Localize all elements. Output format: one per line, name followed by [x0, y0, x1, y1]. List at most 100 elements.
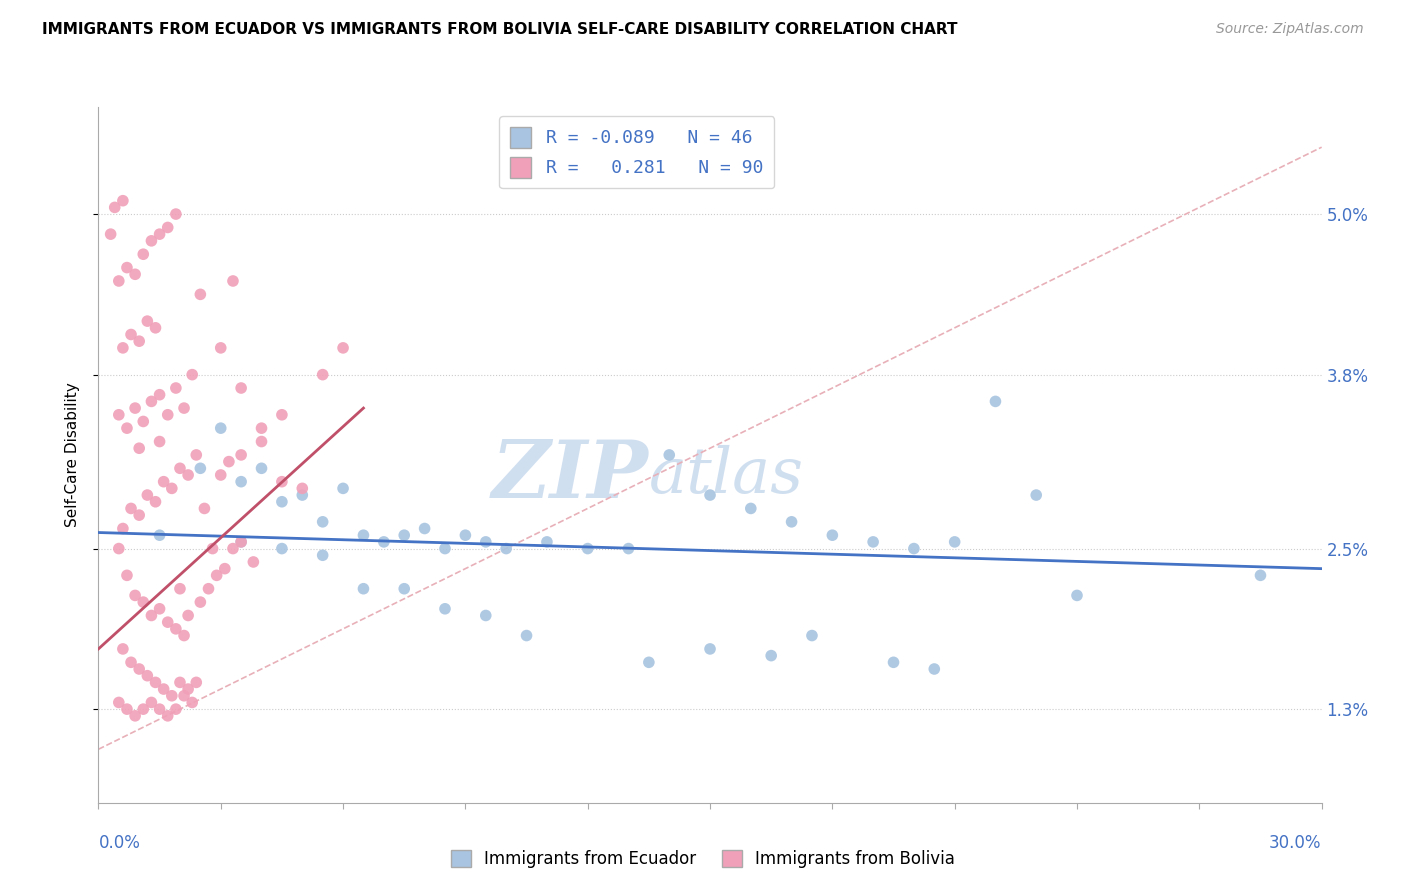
Point — [115, 421, 138, 435]
Point — [312, 368, 335, 382]
Point — [658, 448, 681, 462]
Point — [209, 421, 232, 435]
Point — [197, 582, 219, 596]
Point — [270, 408, 294, 422]
Point — [291, 482, 314, 496]
Point — [124, 401, 146, 416]
Point — [392, 528, 416, 542]
Legend: Immigrants from Ecuador, Immigrants from Bolivia: Immigrants from Ecuador, Immigrants from… — [444, 843, 962, 875]
Point — [100, 227, 122, 242]
Point — [149, 602, 172, 616]
Point — [193, 501, 215, 516]
Point — [169, 675, 191, 690]
Point — [132, 414, 155, 429]
Point — [108, 696, 131, 710]
Point — [124, 708, 146, 723]
Legend: R = -0.089   N = 46, R =   0.281   N = 90: R = -0.089 N = 46, R = 0.281 N = 90 — [499, 116, 775, 188]
Point — [250, 421, 273, 435]
Point — [132, 702, 155, 716]
Point — [205, 568, 228, 582]
Point — [433, 541, 456, 556]
Point — [699, 642, 721, 657]
Point — [124, 268, 146, 282]
Point — [209, 341, 232, 355]
Point — [132, 247, 155, 261]
Point — [169, 461, 191, 475]
Point — [638, 655, 661, 669]
Point — [165, 381, 187, 395]
Point — [165, 702, 187, 716]
Point — [1025, 488, 1047, 502]
Text: IMMIGRANTS FROM ECUADOR VS IMMIGRANTS FROM BOLIVIA SELF-CARE DISABILITY CORRELAT: IMMIGRANTS FROM ECUADOR VS IMMIGRANTS FR… — [42, 22, 957, 37]
Point — [132, 595, 155, 609]
Point — [883, 655, 905, 669]
Point — [149, 434, 172, 449]
Point — [270, 541, 294, 556]
Point — [242, 555, 264, 569]
Point — [120, 501, 142, 516]
Point — [156, 220, 179, 235]
Point — [214, 562, 236, 576]
Point — [128, 662, 150, 676]
Point — [156, 708, 179, 723]
Text: 0.0%: 0.0% — [98, 834, 141, 852]
Point — [536, 535, 558, 549]
Point — [474, 535, 498, 549]
Point — [516, 628, 538, 642]
Point — [165, 622, 187, 636]
Text: ZIP: ZIP — [492, 437, 650, 515]
Point — [149, 528, 172, 542]
Point — [128, 508, 150, 523]
Point — [165, 207, 187, 221]
Point — [177, 681, 200, 696]
Point — [108, 541, 131, 556]
Point — [177, 468, 200, 483]
Point — [128, 334, 150, 349]
Point — [352, 528, 374, 542]
Point — [149, 227, 172, 242]
Point — [1249, 568, 1271, 582]
Point — [115, 260, 138, 275]
Point — [413, 521, 436, 535]
Point — [115, 702, 138, 716]
Point — [145, 675, 167, 690]
Point — [152, 681, 174, 696]
Point — [152, 475, 174, 489]
Point — [270, 494, 294, 508]
Point — [188, 461, 212, 475]
Point — [922, 662, 945, 676]
Point — [1066, 589, 1088, 603]
Point — [352, 582, 374, 596]
Point — [332, 341, 354, 355]
Point — [495, 541, 517, 556]
Point — [740, 501, 762, 516]
Point — [120, 327, 142, 342]
Point — [188, 595, 212, 609]
Point — [160, 689, 183, 703]
Point — [231, 475, 253, 489]
Point — [111, 341, 134, 355]
Point — [111, 521, 134, 535]
Point — [699, 488, 721, 502]
Point — [141, 234, 163, 248]
Point — [392, 582, 416, 596]
Text: Source: ZipAtlas.com: Source: ZipAtlas.com — [1216, 22, 1364, 37]
Point — [332, 482, 354, 496]
Point — [120, 655, 142, 669]
Point — [141, 608, 163, 623]
Point — [104, 201, 127, 215]
Point — [181, 696, 204, 710]
Point — [111, 642, 134, 657]
Point — [943, 535, 966, 549]
Point — [862, 535, 884, 549]
Point — [149, 702, 172, 716]
Point — [181, 368, 204, 382]
Point — [454, 528, 477, 542]
Point — [145, 494, 167, 508]
Point — [903, 541, 925, 556]
Point — [128, 442, 150, 455]
Point — [801, 628, 824, 642]
Point — [156, 408, 179, 422]
Point — [222, 274, 245, 288]
Point — [108, 274, 131, 288]
